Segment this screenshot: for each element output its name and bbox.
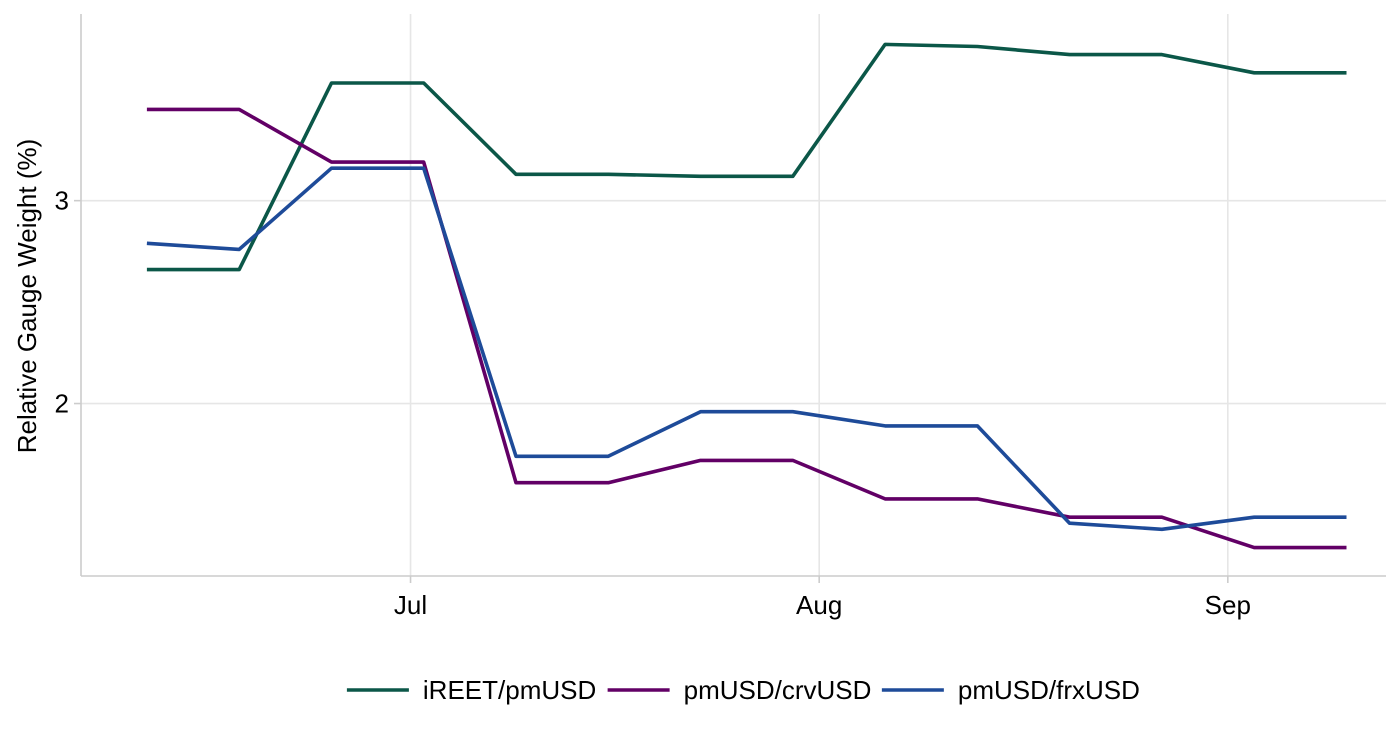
x-ticks: Jul Aug Sep	[394, 576, 1251, 620]
grid	[81, 14, 1386, 576]
x-tick-label: Aug	[796, 590, 842, 620]
series-line	[146, 107, 1347, 550]
series-line	[146, 166, 1347, 532]
legend-item: pmUSD/frxUSD	[881, 675, 1140, 705]
legend-label: pmUSD/frxUSD	[958, 675, 1140, 705]
legend-item: pmUSD/crvUSD	[607, 675, 872, 705]
y-ticks: 23	[55, 186, 81, 419]
y-axis-title: Relative Gauge Weight (%)	[12, 139, 42, 454]
legend-item: iREET/pmUSD	[346, 675, 596, 705]
x-tick-label: Sep	[1205, 590, 1251, 620]
series-line	[146, 42, 1347, 272]
legend-label: pmUSD/crvUSD	[684, 675, 872, 705]
legend: iREET/pmUSD pmUSD/crvUSD pmUSD/frxUSD	[346, 675, 1140, 705]
x-tick-label: Jul	[394, 590, 427, 620]
axes	[80, 14, 1386, 577]
y-tick-label: 3	[55, 186, 69, 216]
series-lines	[146, 42, 1347, 550]
y-tick-label: 2	[55, 389, 69, 419]
legend-label: iREET/pmUSD	[423, 675, 596, 705]
